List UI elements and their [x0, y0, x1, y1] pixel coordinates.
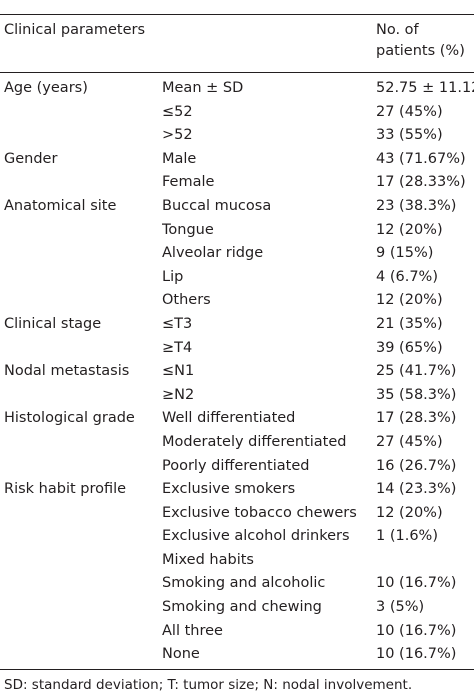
row-value: 4 (6.7%) [376, 268, 438, 285]
row-category: Exclusive alcohol drinkers [162, 528, 350, 545]
table-row: ≥T4 39 (65%) [0, 337, 474, 361]
row-category: All three [162, 622, 223, 639]
header-clinical-parameters: Clinical parameters [4, 22, 145, 38]
row-value: 1 (1.6%) [376, 528, 438, 545]
row-category: Others [162, 292, 211, 309]
row-category: ≥N2 [162, 386, 195, 403]
row-category: Mixed habits [162, 551, 254, 568]
table-row: All three 10 (16.7%) [0, 620, 474, 644]
row-category: Mean ± SD [162, 80, 244, 96]
row-category: Exclusive smokers [162, 481, 296, 498]
row-value: 9 (15%) [376, 245, 434, 262]
table-row: Smoking and alcoholic 10 (16.7%) [0, 572, 474, 596]
table-footnote: SD: standard deviation; T: tumor size; N… [4, 677, 413, 693]
row-category: ≥T4 [162, 339, 193, 356]
row-value: 23 (38.3%) [376, 197, 457, 214]
row-category: Moderately differentiated [162, 433, 347, 450]
row-value: 27 (45%) [376, 103, 443, 120]
table-row: >52 33 (55%) [0, 124, 474, 148]
row-parameter: Gender [4, 150, 58, 167]
row-category: >52 [162, 127, 193, 144]
row-category: Well differentiated [162, 410, 296, 427]
table-row: Lip 4 (6.7%) [0, 266, 474, 290]
table-row: ≥N2 35 (58.3%) [0, 384, 474, 408]
row-parameter: Histological grade [4, 410, 135, 427]
row-category: Tongue [162, 221, 214, 238]
row-category: ≤T3 [162, 315, 193, 332]
row-value: 27 (45%) [376, 433, 443, 450]
row-category: Lip [162, 268, 184, 285]
table-row: Smoking and chewing 3 (5%) [0, 596, 474, 620]
row-parameter: Anatomical site [4, 197, 117, 214]
table-row: None 10 (16.7%) [0, 643, 474, 667]
table-row: Mixed habits [0, 549, 474, 573]
table-row: Exclusive tobacco chewers 12 (20%) [0, 502, 474, 526]
header-bottom-rule [0, 72, 474, 73]
row-parameter: Risk habit profile [4, 481, 127, 498]
row-parameter: Clinical stage [4, 315, 102, 332]
row-category: Poorly differentiated [162, 457, 310, 474]
row-value: 14 (23.3%) [376, 481, 457, 498]
row-value: 35 (58.3%) [376, 386, 457, 403]
row-value: 25 (41.7%) [376, 363, 457, 380]
table-row: Gender Male 43 (71.67%) [0, 148, 474, 172]
row-value: 17 (28.3%) [376, 410, 457, 427]
row-value: 12 (20%) [376, 504, 443, 521]
row-value: 10 (16.7%) [376, 646, 457, 663]
row-value: 43 (71.67%) [376, 150, 466, 167]
row-category: Male [162, 150, 197, 167]
table-header: Clinical parameters No. of patients (%) [0, 16, 474, 70]
row-value: 3 (5%) [376, 599, 425, 616]
table-top-rule [0, 14, 474, 15]
table-row: Clinical stage ≤T3 21 (35%) [0, 313, 474, 337]
row-category: Smoking and chewing [162, 599, 322, 616]
row-category: Exclusive tobacco chewers [162, 504, 357, 521]
table-bottom-rule [0, 669, 474, 670]
table-row: Anatomical site Buccal mucosa 23 (38.3%) [0, 195, 474, 219]
row-value: 12 (20%) [376, 221, 443, 238]
table-row: Female 17 (28.33%) [0, 171, 474, 195]
table-row: Risk habit profile Exclusive smokers 14 (2… [0, 478, 474, 502]
table-row: Age (years) Mean ± SD 52.75 ± 11.12 [0, 77, 474, 101]
row-category: Alveolar ridge [162, 245, 264, 262]
row-value: 10 (16.7%) [376, 622, 457, 639]
header-patients-line2: patients (%) [376, 43, 465, 59]
row-parameter: Age (years) [4, 80, 88, 96]
row-value: 52.75 ± 11.12 [376, 80, 474, 96]
table-row: Tongue 12 (20%) [0, 219, 474, 243]
row-category: Smoking and alcoholic [162, 575, 326, 592]
table-row: ≤52 27 (45%) [0, 101, 474, 125]
table-row: Nodal metastasis ≤N1 25 (41.7%) [0, 360, 474, 384]
table-row: Poorly differentiated 16 (26.7%) [0, 455, 474, 479]
table-row: Histological grade Well differentiated 17 … [0, 407, 474, 431]
row-value: 39 (65%) [376, 339, 443, 356]
row-category: ≤N1 [162, 363, 195, 380]
row-category: None [162, 646, 200, 663]
row-category: ≤52 [162, 103, 193, 120]
row-category: Female [162, 174, 215, 191]
row-value: 21 (35%) [376, 315, 443, 332]
table-body: Age (years) Mean ± SD 52.75 ± 11.12 ≤52 27 (… [0, 77, 474, 667]
table-row: Others 12 (20%) [0, 289, 474, 313]
table-row: Exclusive alcohol drinkers 1 (1.6%) [0, 525, 474, 549]
header-patients-line1: No. of [376, 22, 419, 38]
row-value: 33 (55%) [376, 127, 443, 144]
row-value: 10 (16.7%) [376, 575, 457, 592]
row-value: 16 (26.7%) [376, 457, 457, 474]
row-category: Buccal mucosa [162, 197, 272, 214]
row-value: 12 (20%) [376, 292, 443, 309]
row-parameter: Nodal metastasis [4, 363, 130, 380]
row-value: 17 (28.33%) [376, 174, 466, 191]
table-row: Moderately differentiated 27 (45%) [0, 431, 474, 455]
table-row: Alveolar ridge 9 (15%) [0, 242, 474, 266]
